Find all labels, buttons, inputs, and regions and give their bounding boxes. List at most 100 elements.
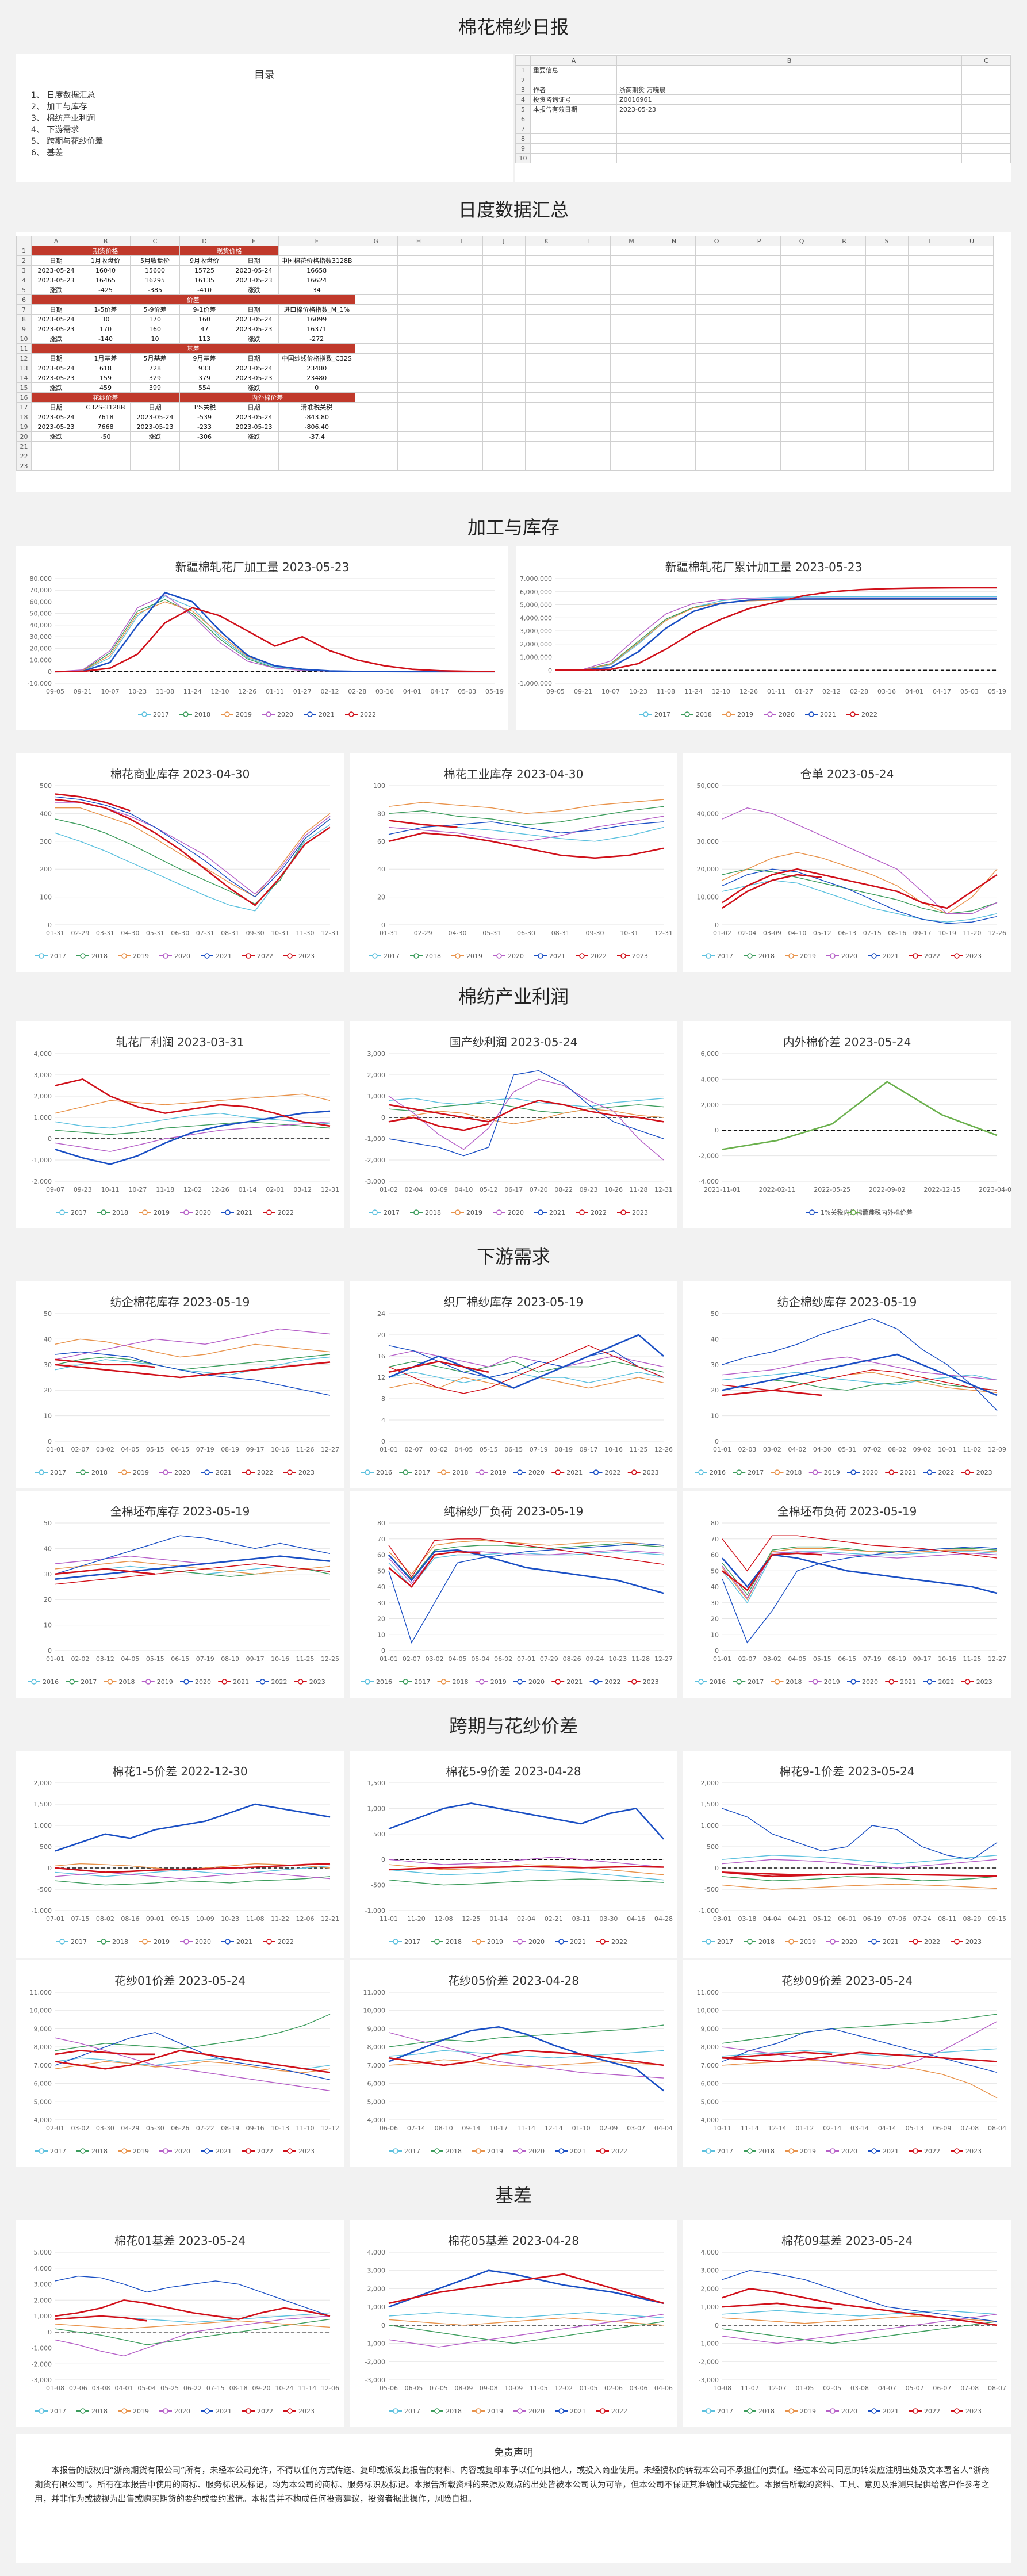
legend-item[interactable]: 2022 bbox=[909, 2148, 940, 2155]
legend-item[interactable]: 2016 bbox=[361, 1469, 392, 1476]
legend-item[interactable]: 2022 bbox=[242, 2407, 273, 2415]
legend-item[interactable]: 2020 bbox=[262, 711, 293, 718]
legend-item[interactable]: 2019 bbox=[808, 1678, 840, 1686]
legend-item[interactable]: 2018 bbox=[76, 2148, 108, 2155]
legend-item[interactable]: 2019 bbox=[785, 2148, 816, 2155]
legend-item[interactable]: 2022 bbox=[256, 1678, 288, 1686]
legend-item[interactable]: 2018 bbox=[431, 2407, 462, 2415]
legend-item[interactable]: 2021 bbox=[555, 1938, 586, 1946]
legend-item[interactable]: 2023 bbox=[283, 1469, 315, 1476]
legend-item[interactable]: 2022 bbox=[909, 952, 940, 960]
legend-item[interactable]: 2021 bbox=[304, 711, 335, 718]
legend-item[interactable]: 2021 bbox=[805, 711, 836, 718]
legend-item[interactable]: 2020 bbox=[159, 2148, 190, 2155]
legend-item[interactable]: 2020 bbox=[493, 1209, 524, 1216]
legend-item[interactable]: 2023 bbox=[951, 1938, 982, 1946]
legend-item[interactable]: 2020 bbox=[826, 2148, 857, 2155]
legend-item[interactable]: 2022 bbox=[923, 1469, 955, 1476]
legend-item[interactable]: 2020 bbox=[180, 1938, 211, 1946]
legend-item[interactable]: 2017 bbox=[369, 1209, 400, 1216]
legend-item[interactable]: 2021 bbox=[555, 2148, 586, 2155]
legend-item[interactable]: 2016 bbox=[695, 1678, 726, 1686]
legend-item[interactable]: 2017 bbox=[56, 1209, 87, 1216]
legend-item[interactable]: 2020 bbox=[764, 711, 795, 718]
legend-item[interactable]: 2019 bbox=[472, 1938, 503, 1946]
legend-item[interactable]: 2019 bbox=[785, 2407, 816, 2415]
legend-item[interactable]: 2020 bbox=[180, 1678, 211, 1686]
legend-item[interactable]: 2021 bbox=[551, 1469, 583, 1476]
legend-item[interactable]: 2019 bbox=[118, 2148, 149, 2155]
legend-item[interactable]: 2019 bbox=[118, 1469, 149, 1476]
legend-item[interactable]: 2017 bbox=[369, 952, 400, 960]
legend-item[interactable]: 2018 bbox=[771, 1469, 802, 1476]
legend-item[interactable]: 2019 bbox=[722, 711, 753, 718]
legend-item[interactable]: 2022 bbox=[596, 2407, 627, 2415]
legend-item[interactable]: 2021 bbox=[885, 1469, 916, 1476]
legend-item[interactable]: 2018 bbox=[104, 1678, 135, 1686]
legend-item[interactable]: 2018 bbox=[431, 2148, 462, 2155]
legend-item[interactable]: 2021 bbox=[534, 1209, 565, 1216]
legend-item[interactable]: 2023 bbox=[294, 1678, 325, 1686]
legend-item[interactable]: 2023 bbox=[283, 952, 315, 960]
legend-item[interactable]: 2022 bbox=[589, 1678, 621, 1686]
legend-item[interactable]: 2016 bbox=[361, 1678, 392, 1686]
legend-item[interactable]: 2020 bbox=[159, 952, 190, 960]
legend-item[interactable]: 2017 bbox=[138, 711, 169, 718]
legend-item[interactable]: 2017 bbox=[702, 1938, 733, 1946]
legend-item[interactable]: 2022 bbox=[263, 1938, 294, 1946]
legend-item[interactable]: 2021 bbox=[201, 2148, 232, 2155]
legend-item[interactable]: 2018 bbox=[179, 711, 210, 718]
legend-item[interactable]: 2023 bbox=[617, 952, 648, 960]
legend-item[interactable]: 2020 bbox=[514, 2148, 545, 2155]
legend-item[interactable]: 2016 bbox=[695, 1469, 726, 1476]
legend-item[interactable]: 2019 bbox=[475, 1678, 507, 1686]
toc-item[interactable]: 3、 棉纺产业利润 bbox=[31, 114, 95, 123]
legend-item[interactable]: 滑准税内外棉价差 bbox=[847, 1208, 913, 1216]
legend-item[interactable]: 2021 bbox=[201, 952, 232, 960]
legend-item[interactable]: 2019 bbox=[451, 1209, 482, 1216]
legend-item[interactable]: 2023 bbox=[283, 2407, 315, 2415]
legend-item[interactable]: 2021 bbox=[868, 952, 899, 960]
legend-item[interactable]: 2018 bbox=[744, 2407, 775, 2415]
legend-item[interactable]: 2023 bbox=[961, 1678, 992, 1686]
legend-item[interactable]: 2021 bbox=[885, 1678, 916, 1686]
legend-item[interactable]: 2023 bbox=[627, 1469, 659, 1476]
legend-item[interactable]: 2020 bbox=[514, 1938, 545, 1946]
legend-item[interactable]: 2021 bbox=[201, 2407, 232, 2415]
legend-item[interactable]: 2021 bbox=[221, 1938, 252, 1946]
legend-item[interactable]: 2018 bbox=[437, 1678, 469, 1686]
legend-item[interactable]: 2019 bbox=[118, 952, 149, 960]
legend-item[interactable]: 2018 bbox=[97, 1209, 128, 1216]
legend-item[interactable]: 2018 bbox=[410, 952, 441, 960]
legend-item[interactable]: 2022 bbox=[345, 711, 376, 718]
legend-item[interactable]: 2022 bbox=[596, 2148, 627, 2155]
legend-item[interactable]: 2023 bbox=[951, 2407, 982, 2415]
legend-item[interactable]: 2018 bbox=[681, 711, 712, 718]
toc-item[interactable]: 6、 基差 bbox=[31, 148, 63, 158]
legend-item[interactable]: 2023 bbox=[961, 1469, 992, 1476]
legend-item[interactable]: 2017 bbox=[35, 2407, 66, 2415]
legend-item[interactable]: 2022 bbox=[909, 2407, 940, 2415]
legend-item[interactable]: 2017 bbox=[702, 952, 733, 960]
legend-item[interactable]: 2017 bbox=[399, 1469, 430, 1476]
legend-item[interactable]: 2023 bbox=[627, 1678, 659, 1686]
legend-item[interactable]: 2022 bbox=[589, 1469, 621, 1476]
legend-item[interactable]: 2020 bbox=[826, 2407, 857, 2415]
legend-item[interactable]: 2018 bbox=[97, 1938, 128, 1946]
legend-item[interactable]: 2018 bbox=[76, 2407, 108, 2415]
legend-item[interactable]: 2018 bbox=[744, 1938, 775, 1946]
legend-item[interactable]: 2017 bbox=[639, 711, 670, 718]
legend-item[interactable]: 2019 bbox=[139, 1938, 170, 1946]
legend-item[interactable]: 2023 bbox=[951, 2148, 982, 2155]
legend-item[interactable]: 2017 bbox=[389, 2407, 420, 2415]
legend-item[interactable]: 2020 bbox=[493, 952, 524, 960]
legend-item[interactable]: 2023 bbox=[951, 952, 982, 960]
legend-item[interactable]: 2017 bbox=[733, 1469, 764, 1476]
legend-item[interactable]: 2017 bbox=[66, 1678, 97, 1686]
legend-item[interactable]: 2018 bbox=[744, 952, 775, 960]
toc-item[interactable]: 5、 跨期与花纱价差 bbox=[31, 137, 104, 146]
legend-item[interactable]: 2023 bbox=[283, 2148, 315, 2155]
legend-item[interactable]: 2017 bbox=[35, 952, 66, 960]
legend-item[interactable]: 2022 bbox=[923, 1678, 955, 1686]
legend-item[interactable]: 2022 bbox=[242, 1469, 273, 1476]
